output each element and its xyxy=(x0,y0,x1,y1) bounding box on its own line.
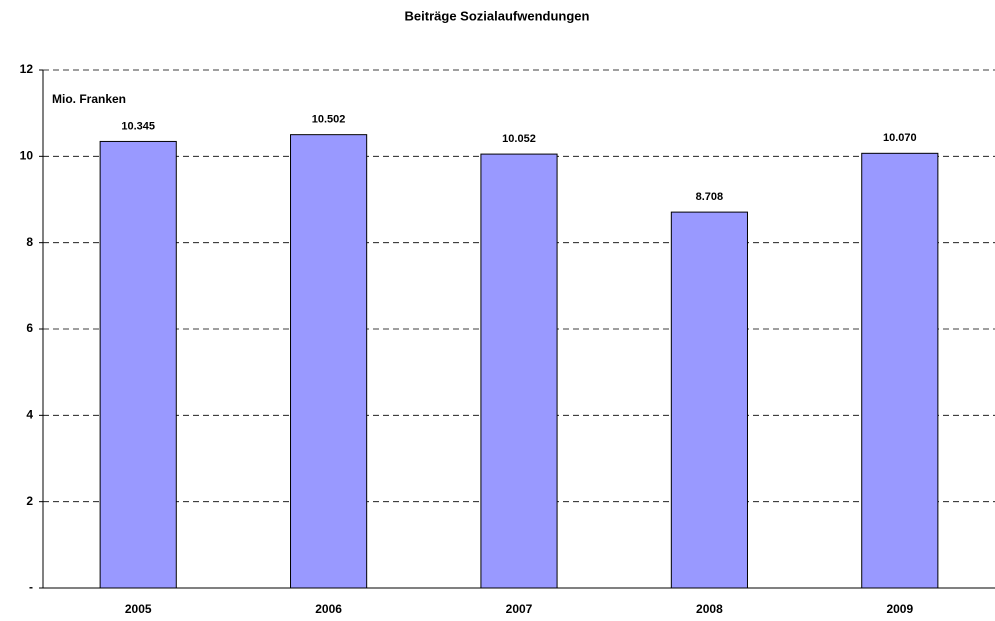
y-tick-label: 12 xyxy=(20,62,34,76)
x-tick-label: 2005 xyxy=(125,602,152,616)
bar xyxy=(290,134,368,589)
value-label: 10.052 xyxy=(502,133,536,145)
value-label: 10.502 xyxy=(312,114,346,126)
value-label: 8.708 xyxy=(696,191,724,203)
y-tick-label: 2 xyxy=(26,494,33,508)
chart-title: Beiträge Sozialaufwendungen xyxy=(405,8,590,23)
x-tick-label: 2008 xyxy=(696,602,723,616)
x-tick-label: 2007 xyxy=(506,602,533,616)
y-axis-label: Mio. Franken xyxy=(52,92,126,106)
y-tick-label: 8 xyxy=(26,235,33,249)
value-label: 10.345 xyxy=(121,120,155,132)
x-tick-label: 2006 xyxy=(315,602,342,616)
y-tick-label: 4 xyxy=(26,408,33,422)
bar xyxy=(861,152,939,589)
x-tick-label: 2009 xyxy=(886,602,913,616)
bar xyxy=(480,153,558,589)
y-tick-label: - xyxy=(29,580,33,594)
y-tick-label: 6 xyxy=(26,321,33,335)
y-tick-label: 10 xyxy=(20,149,34,163)
bar xyxy=(670,211,748,589)
value-label: 10.070 xyxy=(883,132,917,144)
bar xyxy=(99,140,177,589)
